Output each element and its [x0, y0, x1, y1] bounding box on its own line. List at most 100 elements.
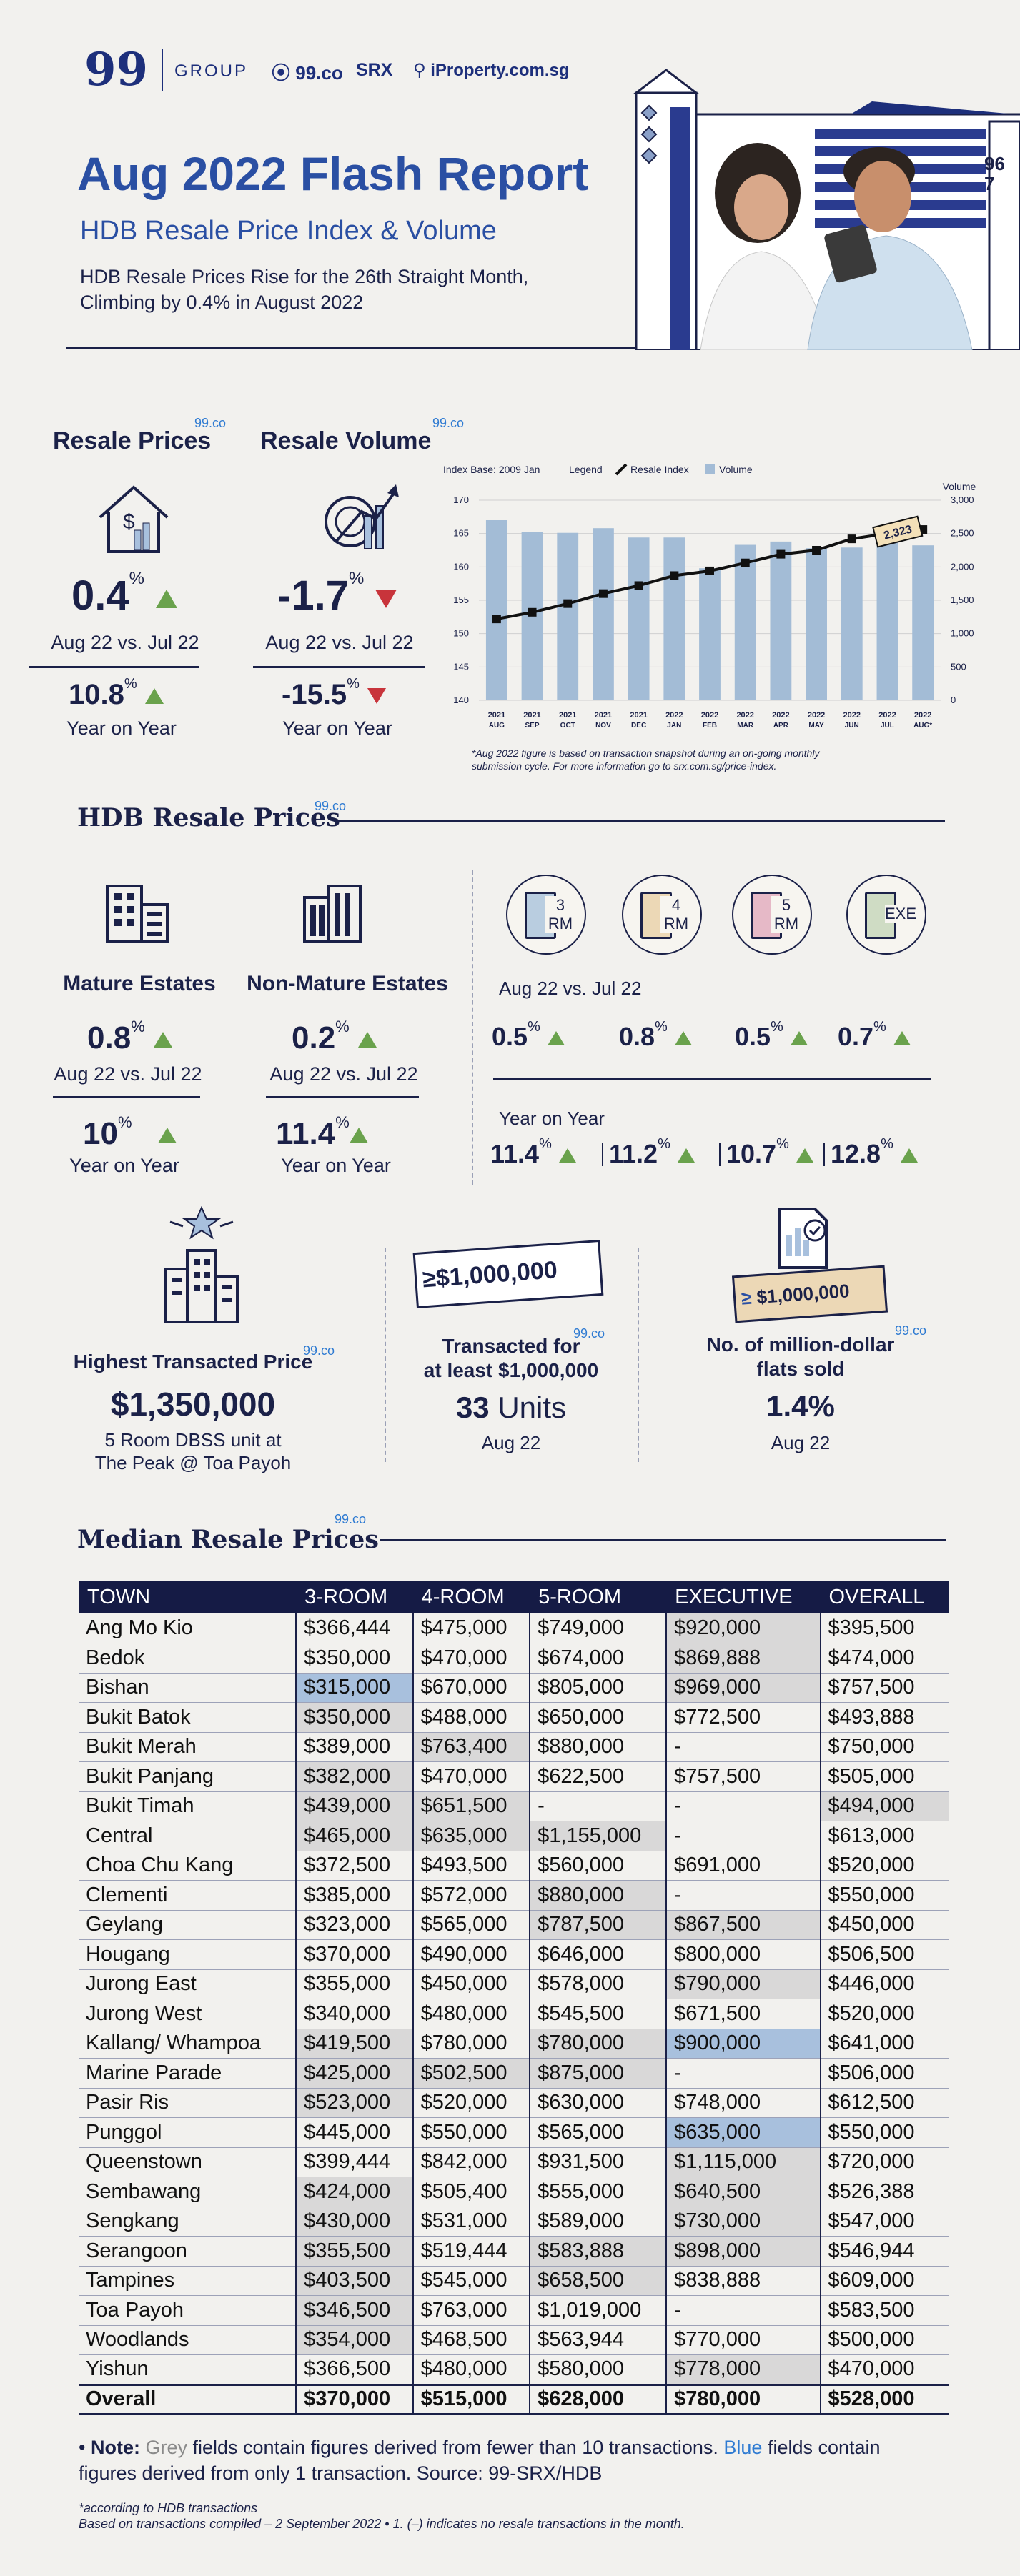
price-cell: $578,000	[529, 1969, 667, 1999]
tag-99co: 99.co	[573, 1326, 605, 1341]
resale-volume-yoy: -15.5%	[282, 676, 387, 711]
legend-line-swatch	[615, 463, 628, 476]
resale-index-point	[598, 589, 608, 598]
price-cell: $580,000	[529, 2354, 667, 2385]
table-row: Clementi $385,000 $572,000 $880,000- $550,00…	[79, 1880, 949, 1911]
price-cell: $493,888	[819, 1702, 949, 1733]
price-cell: $419,500	[295, 2029, 413, 2059]
y2-tick-label: 500	[951, 661, 966, 672]
town-cell: Queenstown	[79, 2147, 297, 2177]
table-row: Sengkang $430,000 $531,000 $589,000 $730,000…	[79, 2207, 949, 2237]
partner-iproperty: ⚲ iProperty.com.sg	[413, 60, 570, 81]
flat-5rm-icon: 5 RM	[732, 875, 812, 955]
price-cell: $480,000	[412, 2354, 530, 2385]
town-cell: Marine Parade	[79, 2058, 297, 2089]
resale-index-point	[634, 581, 643, 590]
price-cell: $900,000	[665, 2029, 821, 2059]
price-cell: $468,500	[412, 2325, 530, 2355]
price-cell: $646,000	[529, 1939, 667, 1970]
x-tick-year: 2022	[808, 711, 825, 720]
note-small2: Based on transactions compiled – 2 Septe…	[79, 2517, 685, 2531]
price-cell: $550,000	[412, 2117, 530, 2148]
header-desc-line1: HDB Resale Prices Rise for the 26th Stra…	[80, 266, 529, 287]
x-tick-year: 2021	[630, 711, 647, 720]
table-row: Bishan $315,000 $670,000 $805,000 $969,000 $7…	[79, 1673, 949, 1703]
price-cell: $370,000	[295, 1939, 413, 1970]
chart-index-base: Index Base: 2009 Jan	[443, 464, 540, 475]
mature-mom-value: 0.8	[87, 1020, 132, 1055]
x-tick-month: FEB	[703, 722, 717, 730]
price-cell: $635,000	[665, 2117, 821, 2148]
table-row: Jurong East $355,000 $450,000 $578,000 $790,…	[79, 1969, 949, 1999]
y1-tick-label: 140	[453, 695, 469, 705]
price-cell: $763,000	[412, 2295, 530, 2326]
up-arrow-icon	[790, 1031, 808, 1046]
price-cell: $650,000	[529, 1702, 667, 1733]
note-grey-word: Grey	[145, 2437, 187, 2458]
price-cell: $565,000	[529, 2117, 667, 2148]
price-cell: $780,000	[529, 2029, 667, 2059]
town-cell: Toa Payoh	[79, 2295, 297, 2326]
price-cell: $640,500	[665, 2177, 821, 2207]
up-arrow-icon	[158, 1128, 177, 1144]
flat-mom-label: Aug 22 vs. Jul 22	[499, 978, 642, 999]
town-cell: Sengkang	[79, 2207, 297, 2237]
partner-99co: ⦿ 99.co	[272, 59, 343, 85]
volume-bar	[557, 532, 579, 700]
price-cell: $770,000	[665, 2325, 821, 2355]
table-row: Bukit Merah $389,000 $763,400 $880,000- $750…	[79, 1732, 949, 1762]
price-cell: $370,000	[295, 2383, 413, 2415]
price-cell: $519,444	[412, 2236, 530, 2267]
volume-bar	[663, 537, 685, 700]
million-sign-value: ≥$1,000,000	[421, 1256, 558, 1293]
mature-mom-label: Aug 22 vs. Jul 22	[54, 1063, 202, 1085]
report-document-icon	[778, 1208, 828, 1269]
price-cell: $635,000	[412, 1821, 530, 1851]
resale-volume-yoy-value: -15.5	[282, 679, 347, 710]
y1-tick-label: 145	[453, 661, 469, 672]
up-arrow-icon	[357, 1032, 377, 1048]
x-tick-month: AUG*	[913, 722, 932, 730]
resale-index-point	[776, 549, 786, 559]
price-cell: $385,000	[295, 1880, 413, 1911]
table-row: Punggol $445,000 $550,000 $565,000 $635,000 $…	[79, 2117, 949, 2148]
resale-volume-heading: Resale Volume	[260, 427, 432, 454]
price-cell: $494,000	[819, 1791, 949, 1821]
price-cell: $898,000	[665, 2236, 821, 2267]
percent-sign: %	[129, 569, 144, 588]
price-cell: $630,000	[529, 2088, 667, 2118]
y1-tick-label: 150	[453, 628, 469, 639]
flat-mom-stat: 0.5%	[492, 1019, 565, 1052]
table-row: Marine Parade $425,000 $502,500 $875,000- $5…	[79, 2058, 949, 2089]
x-tick-year: 2022	[736, 711, 753, 720]
y1-tick-label: 165	[453, 528, 469, 539]
price-cell: $757,500	[665, 1761, 821, 1792]
x-tick-month: DEC	[631, 722, 646, 730]
flat-mom-stat: 0.8%	[619, 1019, 692, 1052]
flat-exe-label: EXE	[885, 905, 917, 923]
x-tick-year: 2022	[665, 711, 683, 720]
price-cell: $565,000	[412, 1910, 530, 1940]
mature-mom: 0.8%	[87, 1018, 172, 1056]
price-cell: $500,000	[819, 2325, 949, 2355]
price-cell: -	[665, 1791, 821, 1821]
price-cell: -	[529, 1791, 667, 1821]
note-line2: figures derived from only 1 transaction.…	[79, 2462, 603, 2484]
town-cell: Sembawang	[79, 2177, 297, 2207]
price-cell: $488,000	[412, 1702, 530, 1733]
price-cell: $875,000	[529, 2058, 667, 2089]
million-sign-card: ≥$1,000,000	[412, 1239, 604, 1309]
highest-price-building-icon	[164, 1206, 239, 1323]
price-cell: $366,500	[295, 2354, 413, 2385]
resale-volume-yoy-label: Year on Year	[282, 717, 392, 739]
partner-srx: SRX	[356, 60, 393, 80]
non-mature-mom-label: Aug 22 vs. Jul 22	[269, 1063, 418, 1085]
chart-footnote-line1: *Aug 2022 figure is based on transaction…	[472, 747, 820, 759]
percent-sign: %	[347, 676, 360, 692]
price-cell: $628,000	[529, 2383, 667, 2415]
price-cell: $403,500	[295, 2266, 413, 2296]
price-cell: $505,400	[412, 2177, 530, 2207]
table-row: Kallang/ Whampoa $419,500 $780,000 $780,000…	[79, 2029, 949, 2059]
up-arrow-icon	[156, 589, 178, 608]
price-cell: -	[665, 1821, 821, 1851]
